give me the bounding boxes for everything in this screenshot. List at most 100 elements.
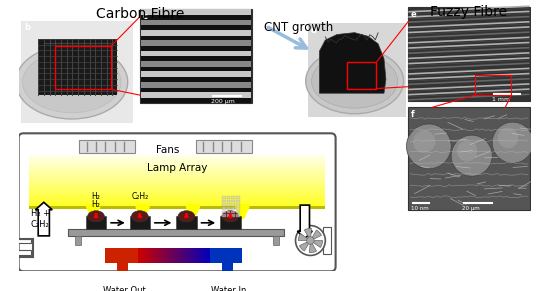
Bar	[29, 187, 326, 189]
Bar	[307, 23, 405, 116]
Bar	[169, 248, 170, 263]
Bar	[130, 216, 150, 229]
Wedge shape	[310, 241, 322, 247]
Bar	[188, 248, 190, 263]
Bar	[141, 77, 251, 82]
Text: Fans: Fans	[156, 146, 179, 155]
Bar	[29, 204, 326, 207]
Wedge shape	[299, 241, 310, 251]
Bar	[227, 203, 230, 206]
Bar	[141, 20, 251, 25]
Ellipse shape	[222, 211, 239, 222]
Bar	[176, 248, 178, 263]
Bar	[141, 72, 251, 77]
Bar	[141, 9, 251, 15]
Text: 200 μm: 200 μm	[211, 99, 234, 104]
Bar	[204, 248, 205, 263]
Bar	[143, 248, 145, 263]
Bar	[29, 183, 326, 185]
Bar	[160, 248, 161, 263]
Bar	[138, 248, 140, 263]
Bar	[42, 285, 301, 290]
Bar	[222, 200, 225, 202]
Bar	[191, 248, 192, 263]
Bar	[141, 36, 251, 40]
Bar	[181, 248, 183, 263]
Bar	[183, 248, 185, 263]
Ellipse shape	[16, 45, 128, 119]
Bar	[408, 107, 530, 210]
Bar	[141, 46, 251, 51]
Bar	[147, 248, 149, 263]
Text: Lamp Array: Lamp Array	[147, 163, 207, 173]
FancyArrow shape	[35, 202, 52, 236]
Text: d: d	[310, 26, 316, 35]
Bar	[200, 248, 202, 263]
Bar	[236, 200, 240, 202]
Text: b: b	[24, 23, 30, 32]
Bar	[140, 9, 252, 102]
Circle shape	[413, 131, 436, 153]
Bar	[207, 248, 209, 263]
Text: Water Out: Water Out	[103, 286, 145, 291]
Bar	[148, 248, 150, 263]
Bar	[347, 63, 376, 88]
Bar	[222, 196, 225, 198]
Bar	[29, 201, 326, 203]
Bar	[29, 206, 326, 208]
Bar	[175, 248, 177, 263]
Bar	[75, 236, 81, 245]
Text: 20 μm: 20 μm	[463, 206, 480, 211]
Bar	[139, 248, 141, 263]
Text: 10 nm: 10 nm	[411, 206, 429, 211]
Bar	[220, 216, 240, 229]
Wedge shape	[304, 228, 311, 241]
Bar	[172, 248, 173, 263]
FancyBboxPatch shape	[79, 140, 135, 153]
Ellipse shape	[224, 279, 231, 284]
Bar	[162, 248, 163, 263]
Bar	[68, 229, 284, 236]
Bar	[14, 250, 31, 255]
Bar	[161, 248, 162, 263]
Bar	[192, 248, 194, 263]
Bar	[141, 56, 251, 61]
Text: C₂H₂: C₂H₂	[131, 192, 148, 201]
Text: Carbon Fibre: Carbon Fibre	[96, 6, 184, 21]
Circle shape	[307, 237, 314, 244]
Bar	[29, 185, 326, 187]
Bar	[236, 211, 240, 214]
Text: e: e	[411, 10, 417, 19]
Wedge shape	[310, 230, 321, 241]
Bar	[201, 248, 203, 263]
Bar	[323, 228, 331, 253]
FancyArrow shape	[298, 205, 312, 239]
Bar	[194, 248, 196, 263]
Bar	[155, 248, 156, 263]
Bar	[178, 248, 179, 263]
Bar	[29, 155, 326, 157]
Bar	[179, 248, 180, 263]
Text: CNT growth: CNT growth	[264, 20, 333, 33]
Bar	[186, 248, 188, 263]
Bar	[14, 239, 31, 243]
Text: H₂: H₂	[91, 192, 101, 201]
Bar	[141, 88, 251, 92]
Bar	[187, 248, 189, 263]
Bar	[227, 200, 230, 202]
Bar	[106, 248, 138, 263]
Bar	[222, 203, 225, 206]
Bar	[174, 248, 175, 263]
Bar	[227, 207, 230, 210]
Bar	[141, 51, 251, 56]
Bar	[38, 39, 117, 95]
Bar	[231, 211, 235, 214]
Circle shape	[457, 141, 477, 161]
Text: f: f	[411, 110, 415, 119]
Ellipse shape	[311, 54, 398, 108]
Bar	[29, 160, 326, 162]
Bar	[117, 263, 128, 280]
Text: c: c	[142, 12, 147, 21]
Bar	[29, 167, 326, 169]
Bar	[29, 178, 326, 180]
